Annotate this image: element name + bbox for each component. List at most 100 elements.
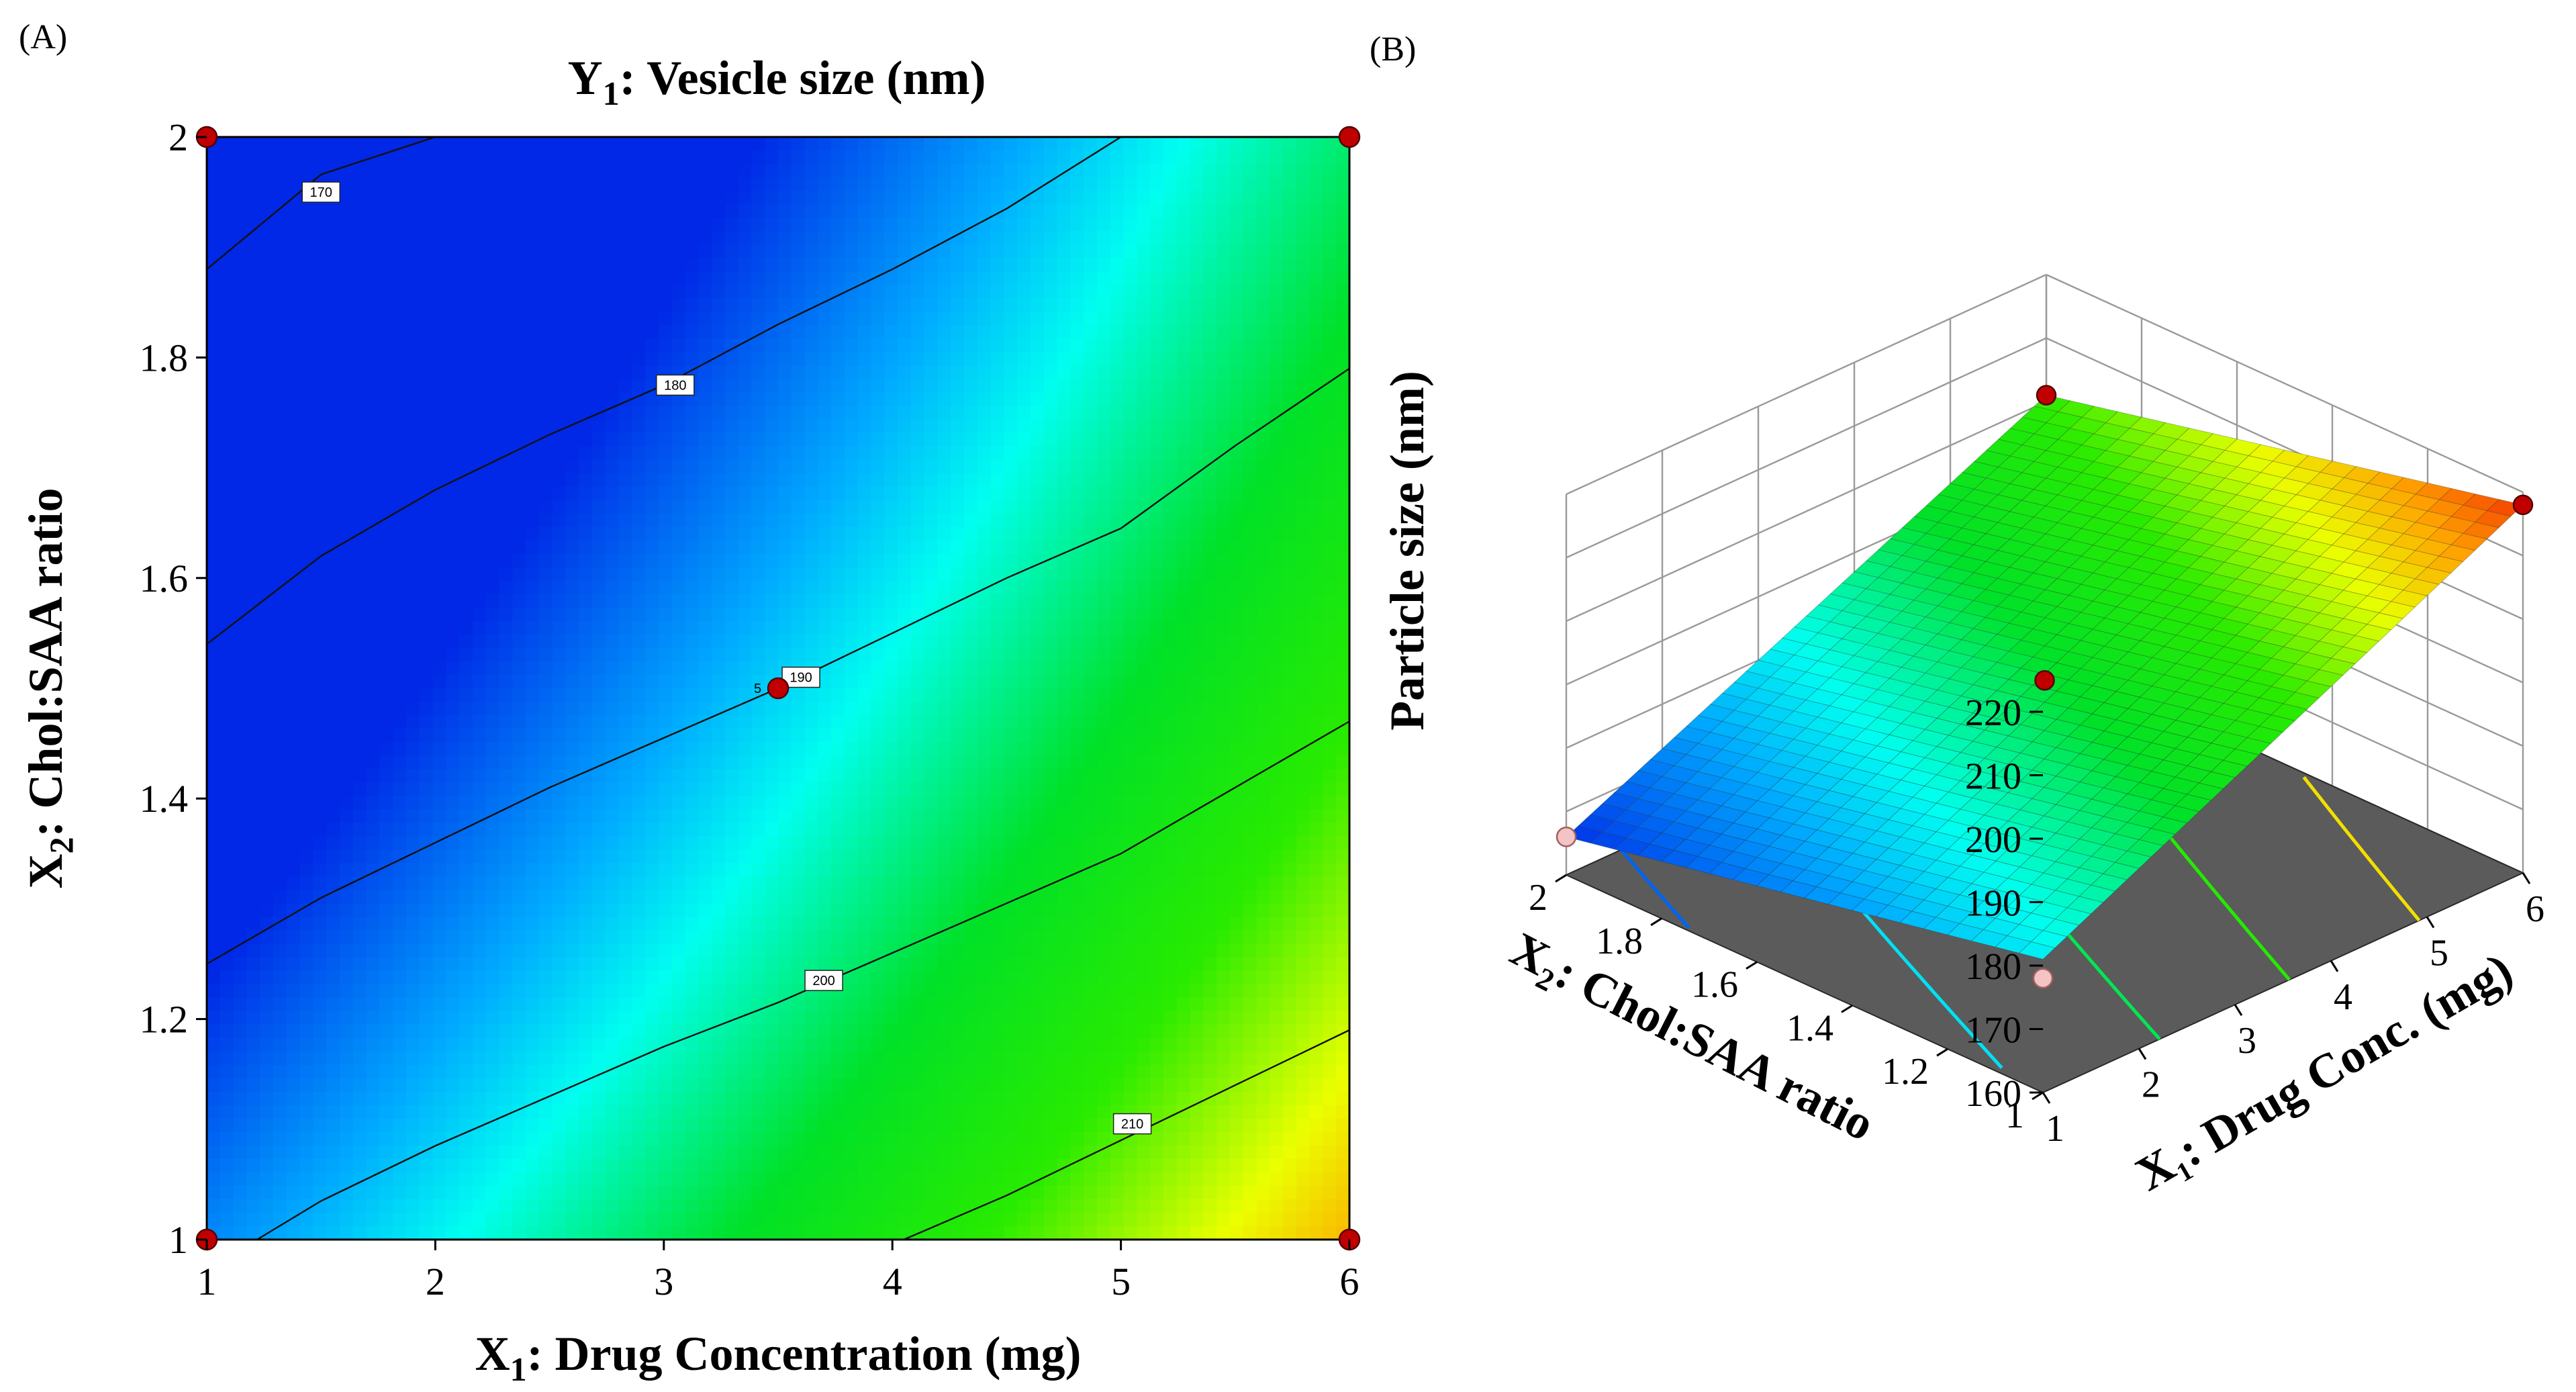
heat-cell [366, 164, 381, 178]
heat-cell [751, 459, 766, 474]
heat-cell [724, 729, 739, 743]
heat-cell [246, 688, 260, 702]
heat-cell [379, 970, 393, 985]
heat-cell [857, 594, 872, 608]
heat-cell [379, 244, 393, 259]
heat-cell [685, 459, 700, 474]
heat-cell [446, 890, 460, 904]
heat-cell [964, 191, 978, 205]
heat-cell [207, 285, 221, 299]
heat-cell [579, 702, 593, 716]
heat-cell [605, 150, 620, 165]
heat-cell [844, 634, 859, 649]
heat-cell [712, 997, 726, 1012]
heat-cell [765, 863, 779, 878]
heat-cell [1004, 688, 1018, 702]
heat-cell [738, 352, 753, 367]
heat-cell [831, 620, 845, 635]
heat-cell [472, 903, 487, 918]
heat-cell [990, 1199, 1005, 1213]
heat-cell [951, 298, 965, 313]
heat-cell [884, 755, 898, 770]
heat-cell [990, 553, 1005, 568]
heat-cell [712, 674, 726, 689]
heat-cell [1004, 419, 1018, 434]
heat-cell [525, 459, 540, 474]
heat-cell [485, 647, 500, 662]
heat-cell [977, 1105, 992, 1119]
heat-cell [844, 285, 859, 299]
heat-cell [246, 446, 260, 461]
heat-cell [964, 150, 978, 165]
heat-cell [406, 661, 420, 676]
heat-cell [751, 620, 766, 635]
heat-cell [366, 1158, 381, 1173]
heat-cell [538, 1145, 553, 1160]
heat-cell [804, 1037, 819, 1052]
heat-cell [964, 379, 978, 393]
heat-cell [632, 379, 646, 393]
heat-cell [910, 406, 925, 420]
heat-cell [658, 715, 673, 729]
heat-cell [446, 1158, 460, 1173]
heat-cell [459, 715, 473, 729]
heat-cell [260, 863, 274, 878]
heat-cell [406, 1078, 420, 1093]
heat-cell [339, 419, 354, 434]
heat-cell [645, 325, 659, 340]
heat-cell [207, 150, 221, 165]
heat-cell [685, 204, 700, 218]
heat-cell [618, 1212, 633, 1227]
heat-cell [406, 1199, 420, 1213]
heat-cell [884, 271, 898, 286]
heat-cell [273, 1131, 287, 1146]
heat-cell [618, 244, 633, 259]
heat-cell [485, 823, 500, 837]
heat-cell [698, 218, 712, 232]
heat-cell [273, 218, 287, 232]
heat-cell [712, 258, 726, 273]
heat-cell [326, 1011, 340, 1025]
heat-cell [751, 1172, 766, 1187]
heat-cell [339, 218, 354, 232]
heat-cell [1004, 1131, 1018, 1146]
heat-cell [685, 1064, 700, 1079]
heat-cell [898, 782, 912, 796]
heat-cell [579, 634, 593, 649]
heat-cell [406, 1091, 420, 1106]
heat-cell [352, 943, 367, 958]
heat-cell [326, 1131, 340, 1146]
heat-cell [565, 271, 579, 286]
heat-cell [871, 863, 886, 878]
heat-cell [898, 352, 912, 367]
heat-cell [778, 903, 792, 918]
heat-cell [778, 432, 792, 447]
heat-cell [366, 500, 381, 514]
heat-cell [246, 997, 260, 1012]
heat-cell [791, 1145, 806, 1160]
heat-cell [459, 1064, 473, 1079]
heat-cell [831, 1091, 845, 1106]
heat-cell [951, 836, 965, 851]
heat-cell [751, 432, 766, 447]
heat-cell [366, 1118, 381, 1133]
heat-cell [379, 997, 393, 1012]
heat-cell [273, 325, 287, 340]
heat-cell [220, 540, 234, 555]
heat-cell [446, 379, 460, 393]
heat-cell [738, 150, 753, 165]
heat-cell [419, 580, 434, 595]
heat-cell [645, 164, 659, 178]
heat-cell [924, 553, 939, 568]
heat-cell [393, 1158, 407, 1173]
heat-cell [233, 392, 248, 407]
heat-cell [352, 1185, 367, 1200]
heat-cell [472, 567, 487, 582]
heat-cell [844, 1131, 859, 1146]
heat-cell [831, 244, 845, 259]
heat-cell [299, 392, 314, 407]
heat-cell [618, 231, 633, 245]
heat-cell [937, 661, 952, 676]
heat-cell [685, 526, 700, 541]
heat-cell [871, 352, 886, 367]
